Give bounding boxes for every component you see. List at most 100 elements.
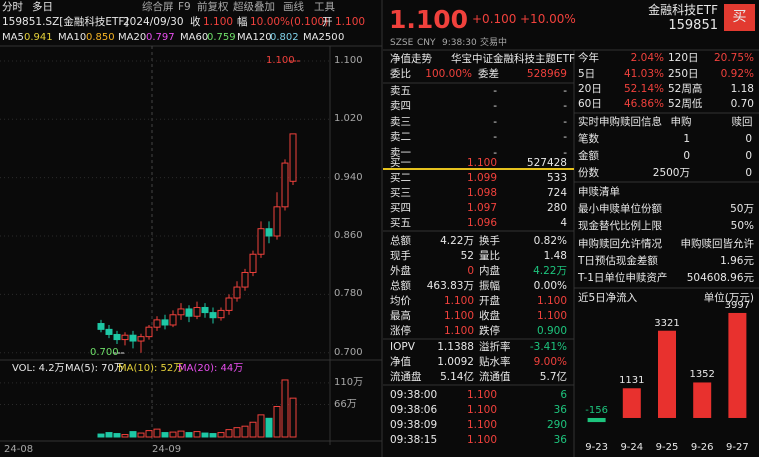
book-label: 买二 [390,172,411,184]
y-tick-label: 1.100 [334,54,363,66]
candle-body [193,306,201,317]
text: 0.70 [730,98,754,110]
stat-value: 0 [467,265,474,277]
candle-body [249,253,257,273]
text: 单位(万元) [703,292,754,304]
text: 申购赎回允许情况 [578,238,662,250]
stat-label: 收盘 [479,310,500,322]
candle-body [257,228,265,255]
stat-label: 涨停 [390,325,411,337]
candle-body [169,314,177,326]
text: 50% [730,220,754,232]
text: 申赎清单 [578,186,620,198]
book-price: 1.100 [466,157,497,169]
tab[interactable]: 前复权 [197,1,229,13]
text: 笔数 [578,133,599,145]
book-label: 买三 [390,187,411,199]
name: 金融科技ETF [648,3,718,17]
tab[interactable]: 分时 [2,1,23,13]
trade-price: 1.100 [466,419,497,431]
tab[interactable]: F9 [178,1,191,13]
volume-bar [233,427,241,438]
stat-label: 量比 [479,250,500,262]
x-label: 24-09 [152,444,182,455]
text: 赎回 [731,116,753,128]
book-price: - [493,147,497,159]
stat-value: 463.83万 [426,280,474,292]
volume-bar [177,430,185,438]
meta: 交易中 [480,38,508,48]
text: 0 [683,150,690,162]
text: 20.75% [713,52,754,64]
book-price: 1.097 [466,202,497,214]
volume-bar [113,433,121,438]
text: 52周低 [668,98,703,110]
book-label: 卖二 [390,131,411,143]
text: 实时申购赎回信息 [578,116,662,128]
text: T日预估现金差额 [578,255,658,267]
book-label: 买五 [390,217,411,229]
candle-body [113,333,121,341]
max-label: 1.100 [266,55,295,66]
text: 现金替代比例上限 [578,220,662,232]
y-tick-label: 0.860 [334,230,363,241]
buy-button-bg[interactable] [724,4,755,31]
stat-value: 1.100 [536,295,567,307]
meta: CNY [417,38,436,48]
book-price: 1.099 [466,172,497,184]
candle-body [265,228,273,237]
volume-bar [169,431,177,438]
book-volume: 280 [546,202,567,214]
tab[interactable]: 超级叠加 [233,1,275,13]
book-label: 卖一 [390,147,411,159]
stat-label: 均价 [390,295,411,307]
stat-value: 1.100 [443,325,474,337]
text: 20日 [578,83,602,95]
volume-bar [105,432,113,438]
stat-value: 1.48 [543,250,567,262]
volume-bar [129,431,137,438]
tab[interactable]: 综合屏 [142,1,174,13]
book-price: - [493,100,497,112]
meta: 9:38:30 [442,38,477,48]
volume-bar [257,414,265,438]
book-volume: - [563,131,567,143]
stat-value: 4.22万 [533,265,567,277]
book-volume: 724 [546,187,567,199]
volume-bar [137,432,145,438]
code: 159851 [668,18,718,33]
text: 120日 [668,52,699,64]
tab[interactable]: 多日 [32,1,53,13]
book-label: 买四 [390,202,411,214]
book-label: 卖五 [390,85,411,97]
candle-body [137,336,145,342]
stat-value: 1.100 [443,295,474,307]
min-label: 0.700 [90,347,119,358]
y-tick-label: 66万 [334,398,357,410]
buy-button[interactable]: 买 [732,9,747,25]
text: 41.03% [623,68,664,80]
text: MA60 [180,32,209,43]
text: 1.100 [335,16,366,28]
book-volume: 533 [546,172,567,184]
candle-body [105,328,113,335]
tab[interactable]: 画线 [283,1,304,13]
text: 1.100 [203,16,234,28]
volume-bar [249,421,257,438]
y-tick-label: 0.780 [334,288,363,300]
candle-body [185,308,193,317]
stat-label: 最高 [390,310,411,322]
x-tick-label: 9-26 [690,442,714,453]
volume-bar [281,379,289,438]
candle-body [225,297,233,311]
legend-item: VOL: 4.2万 [12,363,65,374]
tab[interactable]: 工具 [314,1,335,13]
stat-value: 5.14亿 [440,371,474,383]
candle-body [177,308,185,316]
text: 0.797 [146,32,175,43]
text: 华宝中证金融科技主题ETF [451,53,576,65]
text: 528969 [526,68,567,80]
candle-body [161,319,169,326]
